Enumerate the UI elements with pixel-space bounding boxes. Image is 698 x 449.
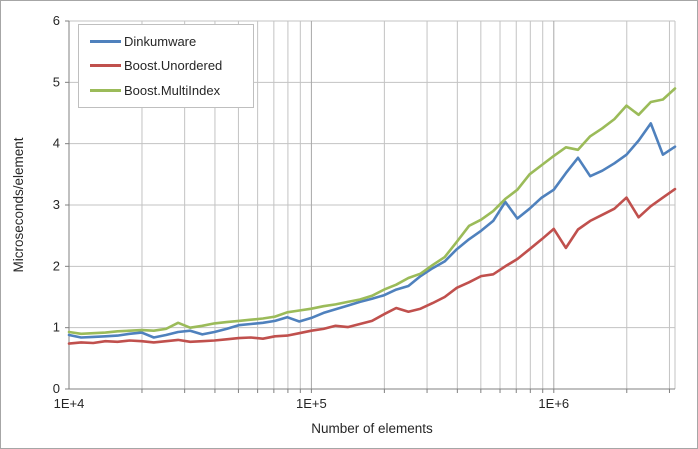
legend-swatch-dinkumware [90,39,121,43]
y-tick-label: 4 [53,136,60,151]
series-line-boost-unordered [67,187,677,345]
legend-label-dinkumware: Dinkumware [124,33,197,49]
x-axis-title: Number of elements [311,421,433,436]
y-tick-label: 2 [53,258,60,273]
y-axis-title: Microseconds/element [11,137,26,272]
legend-swatch-boost-multiindex [90,89,121,93]
y-tick-label: 5 [53,74,60,89]
x-tick-label: 1E+4 [54,396,85,411]
y-tick-label: 1 [53,320,60,335]
legend-swatch-boost-unordered [90,64,121,68]
legend: Dinkumware Boost.Unordered Boost.MultiIn… [78,24,254,108]
x-tick-label: 1E+6 [538,396,569,411]
series-line-dinkumware [67,122,677,339]
y-tick-label: 6 [53,13,60,28]
y-tick-label: 0 [53,381,60,396]
legend-item-dinkumware: Dinkumware [90,34,253,49]
legend-label-boost-multiindex: Boost.MultiIndex [124,83,221,99]
series-line-boost-multiindex [67,87,677,336]
legend-item-boost-multiindex: Boost.MultiIndex [90,83,253,98]
y-tick-label: 3 [53,197,60,212]
legend-label-boost-unordered: Boost.Unordered [124,58,223,74]
x-tick-label: 1E+5 [296,396,327,411]
legend-item-boost-unordered: Boost.Unordered [90,58,253,73]
